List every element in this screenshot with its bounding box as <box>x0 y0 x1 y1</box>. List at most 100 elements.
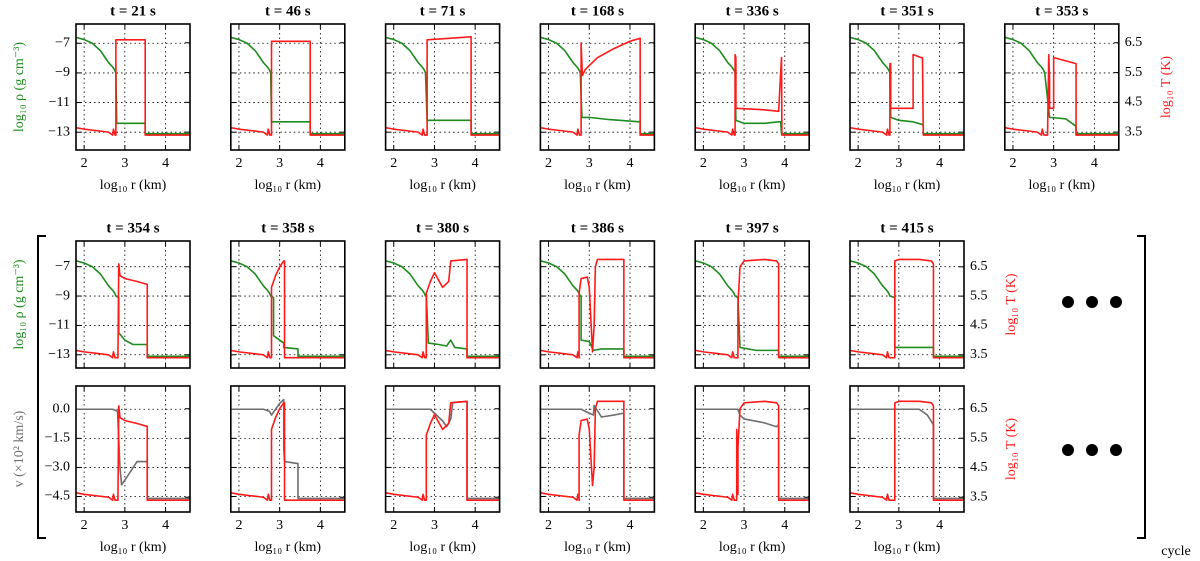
x-tick-label: 2 <box>390 518 397 533</box>
x-axis-label: log₁₀ r (km) <box>564 178 631 193</box>
data-line <box>850 258 964 359</box>
x-tick-label: 3 <box>121 518 128 533</box>
x-tick-label: 2 <box>855 156 862 171</box>
y2-tick-label: 4.5 <box>970 318 988 333</box>
panel: t = 386 s <box>539 220 656 369</box>
panel: 2 3 4 t = 71 s log₁₀ r (km) <box>384 3 501 193</box>
panel-title: t = 415 s <box>880 220 933 236</box>
y-tick-label: −13 <box>48 347 70 362</box>
data-line <box>385 258 500 359</box>
x-tick-label: 2 <box>81 156 88 171</box>
data-line <box>850 260 964 358</box>
panel: 2 3 4 log₁₀ r (km) <box>694 385 811 555</box>
y2-tick-label: 4.5 <box>1125 95 1143 110</box>
panel-title: t = 358 s <box>261 220 314 236</box>
y-tick-label: −11 <box>49 95 70 110</box>
panel-frame <box>694 240 811 369</box>
panel-title: t = 21 s <box>110 3 156 19</box>
x-axis-label: log₁₀ r (km) <box>255 540 322 555</box>
panel-title: t = 46 s <box>265 3 311 19</box>
y2-tick-label: 5.5 <box>970 288 988 303</box>
x-tick-label: 4 <box>1091 156 1098 171</box>
panel: 3.5 4.5 5.5 6.5 t = 415 s log₁₀ T (K) <box>849 220 1019 369</box>
y2-axis-label: log₁₀ T (K) <box>1159 56 1174 118</box>
data-line <box>695 408 810 500</box>
x-tick-label: 3 <box>121 156 128 171</box>
data-line <box>230 260 345 358</box>
x-axis-label: log₁₀ r (km) <box>874 178 941 193</box>
x-tick-label: 2 <box>81 518 88 533</box>
data-line <box>385 400 500 500</box>
y-tick-label: −1.5 <box>45 431 70 446</box>
y2-tick-label: 6.5 <box>970 259 988 274</box>
ellipsis-bottom <box>1062 444 1122 456</box>
panel: 2 3 4 log₁₀ r (km) <box>230 385 346 555</box>
x-axis-label: log₁₀ r (km) <box>255 178 322 193</box>
y2-tick-label: 3.5 <box>970 347 988 362</box>
panel: 2 3 4 t = 351 s log₁₀ r (km) <box>849 3 965 193</box>
panel-title: t = 354 s <box>106 220 159 236</box>
data-line <box>230 402 345 501</box>
data-line <box>695 53 810 136</box>
x-tick-label: 2 <box>1009 156 1016 171</box>
data-line <box>540 37 655 136</box>
panel: t = 397 s <box>694 220 811 369</box>
x-tick-label: 4 <box>781 518 788 533</box>
panel: 2 3 4 t = 46 s log₁₀ r (km) <box>230 3 346 193</box>
panel-frame <box>75 23 191 151</box>
x-tick-label: 4 <box>781 156 788 171</box>
data-line <box>1004 36 1119 135</box>
x-axis-label: log₁₀ r (km) <box>719 178 786 193</box>
x-axis-label: log₁₀ r (km) <box>409 540 476 555</box>
y2-tick-label: 5.5 <box>970 430 988 445</box>
x-axis-label: log₁₀ r (km) <box>719 540 786 555</box>
y2-tick-label: 6.5 <box>970 401 988 416</box>
data-line <box>695 36 810 135</box>
data-line <box>540 404 655 500</box>
y2-axis-label: log₁₀ T (K) <box>1004 418 1019 480</box>
x-tick-label: 4 <box>162 518 169 533</box>
x-tick-label: 4 <box>472 518 479 533</box>
x-tick-label: 4 <box>162 156 169 171</box>
panel-frame <box>384 385 501 513</box>
y2-tick-label: 5.5 <box>1125 65 1143 80</box>
y2-tick-label: 4.5 <box>970 460 988 475</box>
x-axis-label: log₁₀ r (km) <box>564 540 631 555</box>
x-tick-label: 3 <box>741 518 748 533</box>
y-tick-label: −13 <box>48 124 70 139</box>
x-axis-label: log₁₀ r (km) <box>100 540 167 555</box>
data-line <box>850 408 964 500</box>
y-tick-label: −4.5 <box>45 489 70 504</box>
panel: t = 380 s <box>384 220 501 369</box>
data-line <box>540 258 655 359</box>
x-axis-label: log₁₀ r (km) <box>100 178 167 193</box>
panel-frame <box>694 385 811 513</box>
panel-title: t = 71 s <box>420 3 466 19</box>
data-line <box>850 53 964 136</box>
left-bracket <box>37 235 46 539</box>
data-line <box>230 260 345 359</box>
data-line <box>230 398 345 500</box>
x-axis-label: log₁₀ r (km) <box>409 178 476 193</box>
data-line <box>850 36 964 135</box>
x-tick-label: 4 <box>317 518 324 533</box>
data-line <box>540 260 655 358</box>
panel: 2 3 4 t = 168 s log₁₀ r (km) <box>539 3 656 193</box>
panel-frame <box>694 23 811 151</box>
panel-frame <box>849 23 965 151</box>
x-tick-label: 2 <box>390 156 397 171</box>
x-tick-label: 2 <box>700 518 707 533</box>
panel: 2 3 4 log₁₀ r (km) <box>539 385 656 555</box>
x-tick-label: 3 <box>276 518 283 533</box>
panel: 2 3 4 t = 336 s log₁₀ r (km) <box>694 3 811 193</box>
panel-title: t = 397 s <box>726 220 779 236</box>
x-tick-label: 4 <box>936 518 943 533</box>
panel-frame <box>230 23 346 151</box>
data-line <box>540 400 655 501</box>
panel-frame <box>75 240 191 369</box>
data-line <box>385 36 500 135</box>
x-tick-label: 3 <box>741 156 748 171</box>
x-tick-label: 4 <box>626 156 633 171</box>
y-axis-label: v (×10² km/s) <box>12 410 27 487</box>
